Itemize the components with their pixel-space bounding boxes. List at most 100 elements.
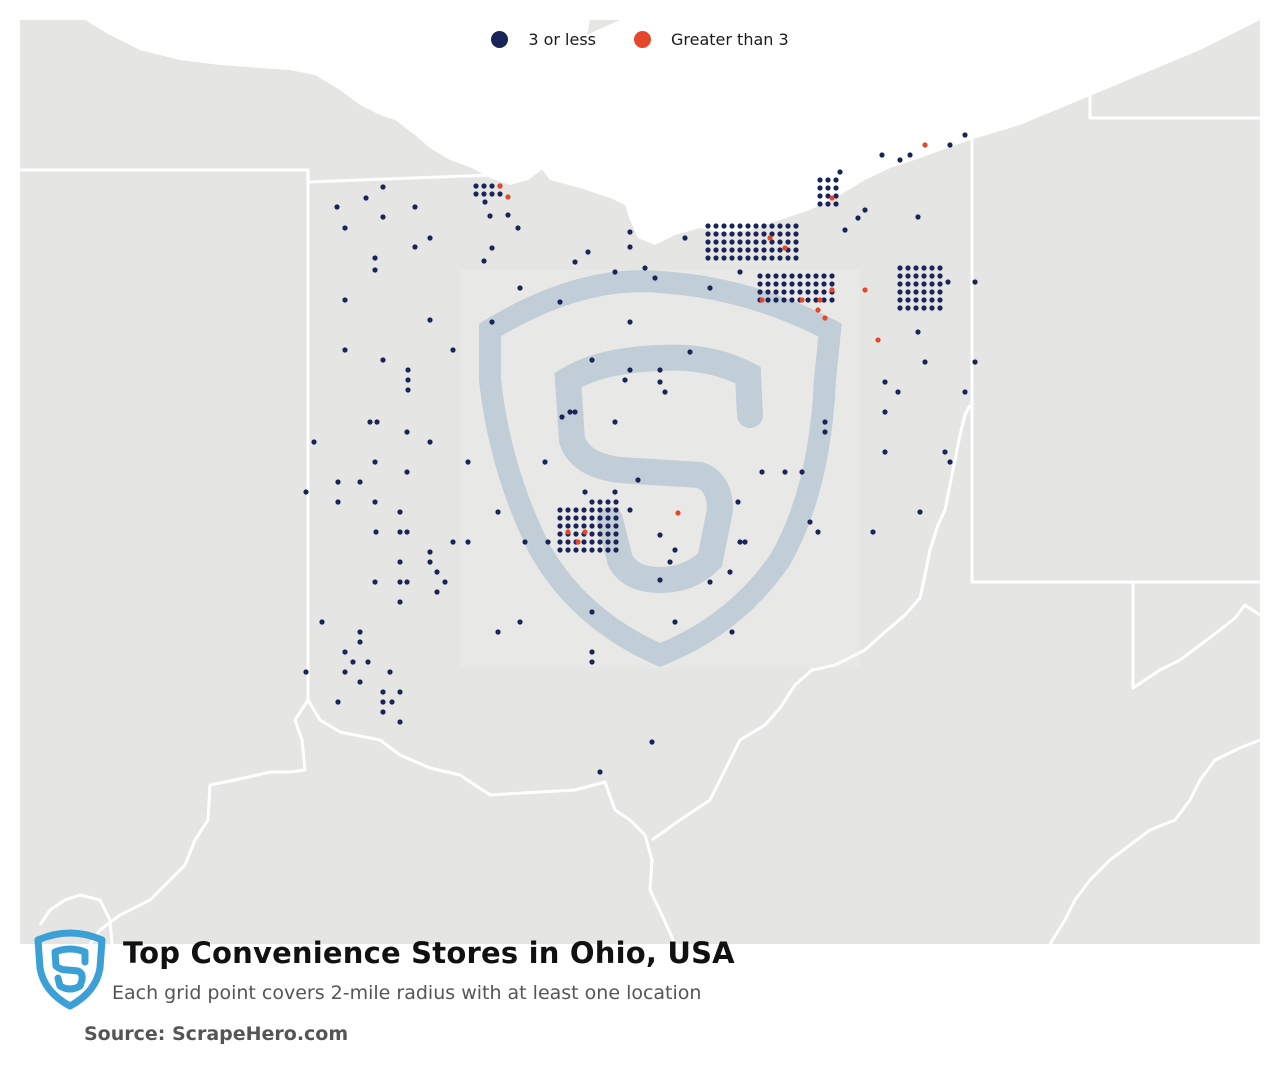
grid-point-low <box>921 297 927 303</box>
grid-point-low <box>334 204 340 210</box>
grid-point-low <box>573 531 579 537</box>
grid-point-low <box>397 579 403 585</box>
legend-item-low: 3 or less <box>491 30 596 49</box>
grid-point-low <box>765 289 771 295</box>
grid-point-low <box>372 499 378 505</box>
grid-point-low <box>363 195 369 201</box>
grid-point-low <box>913 273 919 279</box>
grid-point-low <box>729 255 735 261</box>
grid-point-low <box>612 419 618 425</box>
grid-point-low <box>905 273 911 279</box>
grid-point-low <box>745 231 751 237</box>
grid-point-low <box>372 255 378 261</box>
grid-point-low <box>489 245 495 251</box>
grid-point-low <box>372 579 378 585</box>
grid-point-low <box>781 273 787 279</box>
grid-point-low <box>335 479 341 485</box>
lake-erie <box>535 20 1260 245</box>
grid-point-low <box>972 279 978 285</box>
grid-point-low <box>613 507 619 513</box>
grid-point-low <box>405 377 411 383</box>
grid-point-low <box>789 289 795 295</box>
grid-point-low <box>627 229 633 235</box>
grid-point-low <box>765 281 771 287</box>
map-canvas <box>20 20 1260 944</box>
grid-point-high <box>505 194 511 200</box>
grid-point-low <box>380 709 386 715</box>
grid-point-low <box>937 305 943 311</box>
grid-point-low <box>777 255 783 261</box>
grid-point-low <box>705 255 711 261</box>
grid-point-low <box>905 305 911 311</box>
grid-point-low <box>542 459 548 465</box>
state-borders <box>20 20 1260 944</box>
grid-point-low <box>589 515 595 521</box>
grid-point-low <box>657 577 663 583</box>
grid-point-low <box>589 531 595 537</box>
grid-point-low <box>589 659 595 665</box>
grid-point-low <box>825 201 831 207</box>
scrapehero-shield-watermark <box>460 270 860 668</box>
grid-point-low <box>833 177 839 183</box>
legend-label: 3 or less <box>528 30 596 49</box>
grid-point-low <box>597 539 603 545</box>
grid-point-low <box>929 289 935 295</box>
grid-point-low <box>505 212 511 218</box>
grid-point-low <box>769 223 775 229</box>
grid-point-low <box>937 297 943 303</box>
grid-point-high <box>822 315 828 321</box>
grid-point-low <box>947 459 953 465</box>
grid-point-low <box>805 281 811 287</box>
grid-point-low <box>557 515 563 521</box>
grid-point-low <box>821 273 827 279</box>
grid-point-low <box>929 265 935 271</box>
lake-michigan <box>85 20 590 185</box>
grid-point-low <box>929 281 935 287</box>
grid-point-low <box>367 419 373 425</box>
grid-point-low <box>761 223 767 229</box>
grid-point-low <box>581 539 587 545</box>
grid-point-low <box>517 619 523 625</box>
grid-point-low <box>557 531 563 537</box>
grid-point-low <box>781 281 787 287</box>
grid-point-low <box>627 244 633 250</box>
grid-point-low <box>672 619 678 625</box>
wv-va-border <box>1048 738 1260 944</box>
grid-point-low <box>777 231 783 237</box>
grid-point-low <box>897 297 903 303</box>
grid-point-low <box>397 719 403 725</box>
grid-point-low <box>769 239 775 245</box>
grid-point-low <box>765 297 771 303</box>
grid-point-low <box>495 629 501 635</box>
grid-point-low <box>404 469 410 475</box>
grid-point-low <box>342 225 348 231</box>
grid-point-low <box>817 193 823 199</box>
grid-point-low <box>947 142 953 148</box>
grid-point-low <box>721 223 727 229</box>
grid-point-low <box>589 499 595 505</box>
legend-item-high: Greater than 3 <box>634 30 789 49</box>
grid-point-low <box>789 273 795 279</box>
grid-point-low <box>481 191 487 197</box>
grid-point-low <box>605 515 611 521</box>
grid-point-low <box>404 529 410 535</box>
grid-point-low <box>729 247 735 253</box>
grid-point-low <box>937 265 943 271</box>
wv-panhandle-border <box>1131 582 1260 690</box>
grid-point-low <box>705 239 711 245</box>
grid-point-low <box>789 281 795 287</box>
grid-point-low <box>815 529 821 535</box>
grid-point-low <box>481 258 487 264</box>
grid-point-low <box>929 273 935 279</box>
grid-point-low <box>897 289 903 295</box>
grid-point-low <box>589 523 595 529</box>
map <box>20 20 1260 944</box>
grid-point-high <box>582 529 588 535</box>
grid-point-low <box>729 629 735 635</box>
grid-point-low <box>972 359 978 365</box>
grid-point-low <box>907 152 913 158</box>
grid-point-low <box>753 255 759 261</box>
grid-point-low <box>682 235 688 241</box>
grid-point-low <box>557 507 563 513</box>
grid-point-low <box>797 289 803 295</box>
